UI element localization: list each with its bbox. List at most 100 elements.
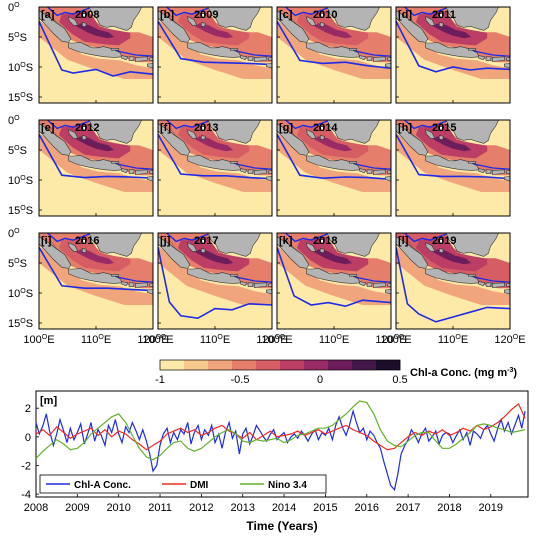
- map-land: [384, 176, 391, 182]
- map-panels: [a] 2008 [b] 2009 [c] 2010 [d] 2011 [e] 2012 [f] 20…: [38, 6, 511, 330]
- series-line-nino-3-4: [35, 400, 526, 461]
- map-border-line: [288, 14, 300, 27]
- x-tick-label: 2008: [24, 502, 48, 514]
- map-land: [128, 282, 135, 287]
- panel-year: 2014: [313, 122, 338, 134]
- map-land: [201, 22, 206, 28]
- map-land: [265, 176, 272, 182]
- map-land: [425, 155, 480, 171]
- colorbar-bin: [208, 360, 233, 370]
- map-lon-tick-label: 120OE: [494, 334, 525, 346]
- map-panel-2016: [i] 2016: [38, 232, 154, 330]
- panel-year: 2019: [432, 235, 456, 247]
- map-land: [187, 16, 198, 26]
- legend-entry: Nino 3.4: [268, 480, 307, 491]
- map-land: [326, 7, 380, 31]
- map-land: [135, 282, 149, 288]
- map-land: [240, 168, 248, 174]
- x-tick-label: 2012: [189, 502, 213, 514]
- map-lon-tick-label: 100OE: [142, 334, 173, 346]
- map-axes: 0O 5OS 10OS 15OS 0O 5OS 10OS 15OS 0O 5OS 10OS 15OS 1…: [8, 2, 526, 346]
- map-land: [149, 57, 153, 61]
- map-land: [82, 248, 87, 254]
- x-tick-label: 2009: [65, 502, 89, 514]
- map-land: [438, 22, 444, 28]
- map-land: [506, 57, 510, 61]
- map-land: [82, 22, 87, 28]
- map-land: [468, 48, 477, 51]
- map-land: [366, 56, 373, 61]
- panel-label: [j]: [160, 235, 171, 247]
- map-land: [445, 7, 499, 31]
- map-panel-2010: [c] 2010: [276, 6, 392, 104]
- panel-label: [h]: [398, 122, 412, 134]
- map-lon-tick-label: 110OE: [438, 334, 468, 346]
- map-lat-tick-label: 15OS: [8, 92, 33, 104]
- map-lat-tick-label: 5OS: [8, 258, 27, 270]
- map-contour-south: [39, 21, 153, 77]
- map-lon-tick-label: 100OE: [380, 334, 411, 346]
- panel-label: [k]: [279, 235, 293, 247]
- map-contour-south: [39, 246, 153, 292]
- map-land: [425, 16, 436, 26]
- map-station-marker: [438, 126, 443, 131]
- map-contour-south: [39, 134, 153, 179]
- map-contour-north: [285, 7, 328, 17]
- map-land: [187, 42, 242, 58]
- colorbar-bin: [328, 360, 353, 370]
- map-land: [121, 55, 129, 61]
- map-land: [201, 135, 206, 141]
- map-lon-tick-label: 110OE: [319, 334, 349, 346]
- panel-year: 2012: [75, 122, 99, 134]
- map-contour-north: [47, 233, 90, 243]
- x-tick-label: 2019: [479, 502, 503, 514]
- map-land: [68, 242, 79, 252]
- map-station-marker: [81, 13, 86, 18]
- map-land: [149, 170, 153, 174]
- map-land: [121, 281, 129, 287]
- map-land: [503, 63, 510, 69]
- map-lat-tick-label: 15OS: [8, 318, 33, 330]
- map-land: [128, 169, 135, 174]
- panel-year: 2016: [75, 235, 99, 247]
- map-border-line: [407, 240, 419, 253]
- map-contour-south: [396, 247, 510, 323]
- map-land: [359, 55, 367, 61]
- map-contour-north: [285, 120, 328, 130]
- panel-label-m: [m]: [40, 395, 57, 407]
- map-contour-south: [158, 20, 272, 66]
- map-land: [445, 233, 499, 257]
- map-land: [230, 161, 239, 164]
- map-land: [111, 48, 120, 51]
- colorbar-tick-label: 0: [317, 374, 323, 386]
- colorbar-tick-label: -1: [155, 374, 165, 386]
- map-land: [491, 282, 506, 288]
- map-land: [39, 10, 72, 43]
- map-station-marker: [81, 126, 86, 131]
- map-contour-south: [277, 134, 391, 181]
- map-land: [349, 161, 358, 164]
- map-land: [366, 282, 373, 287]
- map-land: [396, 123, 429, 156]
- map-panel-2011: [d] 2011: [395, 6, 511, 104]
- map-panel-2018: [k] 2018: [276, 232, 392, 330]
- map-land: [326, 120, 380, 144]
- map-land: [68, 16, 79, 26]
- y-tick-label: 2: [25, 403, 31, 415]
- series-line-dmi: [35, 402, 526, 451]
- panel-year: 2013: [194, 122, 218, 134]
- map-land: [277, 10, 310, 43]
- map-land: [306, 129, 317, 139]
- map-land: [326, 233, 380, 257]
- map-land: [503, 289, 510, 295]
- map-land: [366, 169, 373, 174]
- map-land: [506, 283, 510, 287]
- map-lat-tick-label: 15OS: [8, 205, 33, 217]
- y-tick-label: -2: [21, 460, 31, 472]
- map-land: [111, 274, 120, 277]
- map-land: [478, 281, 486, 287]
- map-land: [372, 282, 387, 288]
- map-land: [438, 135, 444, 141]
- map-land: [135, 169, 149, 175]
- y-tick-label: 0: [25, 432, 31, 444]
